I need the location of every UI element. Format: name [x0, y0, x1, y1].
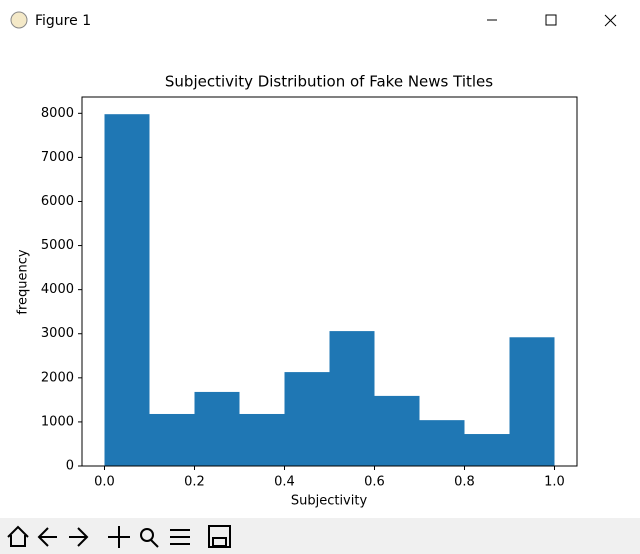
y-tick-label: 8000: [41, 106, 74, 121]
bar: [239, 413, 285, 466]
title-bar: [0, 0, 640, 40]
configure-button[interactable]: [170, 529, 190, 545]
chart-title: Subjectivity Distribution of Fake News T…: [165, 73, 493, 91]
y-tick-label: 6000: [41, 194, 74, 209]
maximize-button[interactable]: [545, 14, 557, 26]
x-tick-label: 0.0: [94, 475, 115, 490]
bar: [149, 413, 195, 466]
y-tick-label: 5000: [41, 238, 74, 253]
y-tick-label: 4000: [41, 282, 74, 297]
pan-button[interactable]: [108, 526, 130, 548]
bar: [329, 331, 375, 466]
x-axis-label: Subjectivity: [291, 494, 368, 509]
y-axis-label: frequency: [16, 249, 31, 315]
x-tick-label: 0.2: [184, 475, 205, 490]
forward-button[interactable]: [69, 527, 89, 547]
y-tick-label: 2000: [41, 370, 74, 385]
close-button[interactable]: [604, 14, 617, 27]
bar: [509, 337, 555, 466]
x-tick-label: 0.6: [364, 475, 385, 490]
y-tick-label: 0: [66, 459, 74, 474]
y-tick-label: 3000: [41, 326, 74, 341]
bar: [284, 372, 330, 466]
zoom-button[interactable]: [140, 528, 159, 548]
bar: [194, 391, 240, 466]
bar: [419, 420, 465, 466]
bar: [374, 395, 420, 466]
axes-frame: [81, 96, 578, 467]
x-tick-label: 0.8: [454, 475, 475, 490]
back-button[interactable]: [37, 527, 57, 547]
save-button[interactable]: [208, 525, 231, 548]
bar: [104, 114, 150, 467]
y-tick-label: 7000: [41, 150, 74, 165]
x-tick-label: 1.0: [544, 475, 565, 490]
home-button[interactable]: [7, 525, 29, 547]
y-tick-label: 1000: [41, 414, 74, 429]
toolbar: [0, 518, 640, 554]
bar: [464, 434, 510, 466]
window-title: Figure 1: [35, 13, 91, 29]
x-tick-label: 0.4: [274, 475, 295, 490]
app-icon: [10, 11, 28, 29]
